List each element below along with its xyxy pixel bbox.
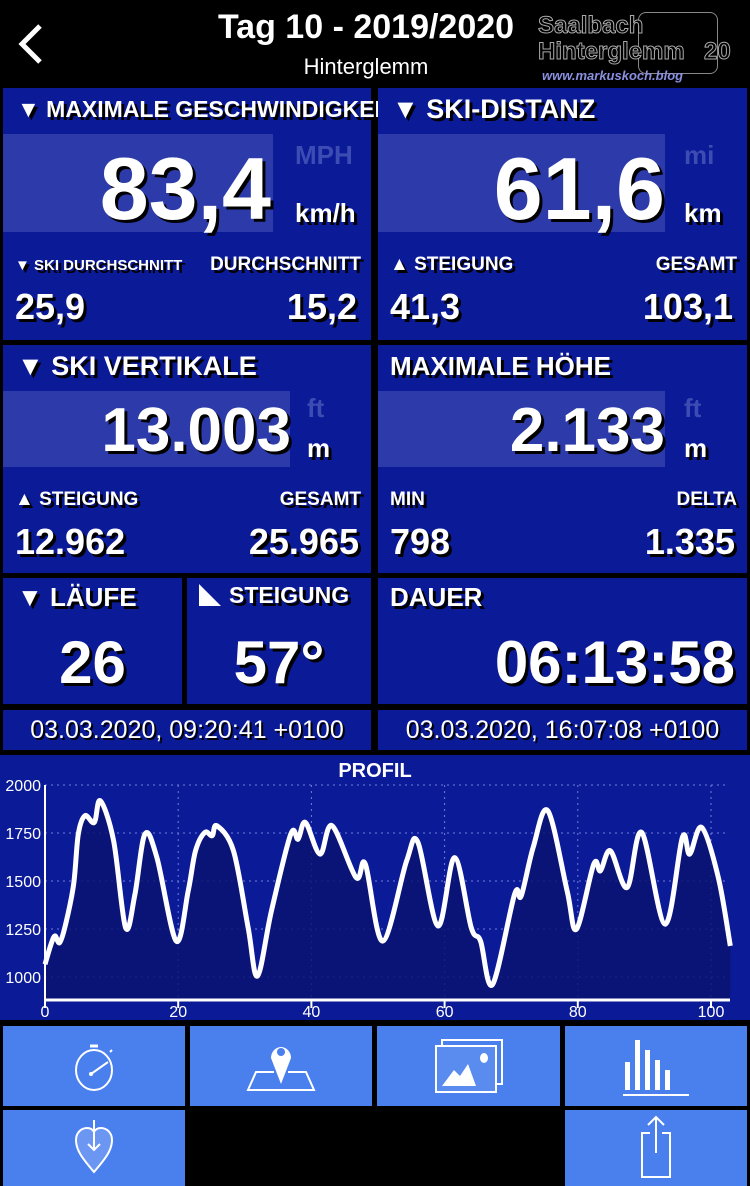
x-tick-label: 40: [303, 1004, 321, 1020]
favorite-button[interactable]: [3, 1110, 185, 1186]
x-tick-label: 20: [169, 1004, 187, 1020]
ski-vertical-label: ▼ SKI VERTIKALE: [17, 351, 257, 381]
stopwatch-icon: [75, 1044, 113, 1091]
max-speed-label: ▼ MAXIMALE GESCHWINDIGKEIT: [17, 96, 395, 122]
profile-chart-svg: PROFIL 1000 1250 1500 1750 2000 0 20 40 60 80 100: [5, 760, 733, 1021]
logo-url: www.markuskoch.blog: [542, 68, 684, 83]
x-tick-label: 0: [41, 1004, 50, 1020]
vertical-unit: m: [307, 433, 331, 463]
duration-label: DAUER: [390, 582, 483, 612]
y-tick-label: 1000: [5, 970, 41, 987]
ski-avg-value: 25,9: [15, 286, 86, 327]
map-pin-icon: [246, 1047, 316, 1091]
distance-unit: km: [684, 198, 722, 228]
ascent-vertical-label: ▲ STEIGUNG: [15, 489, 139, 510]
slope-label: STEIGUNG: [229, 582, 350, 608]
bar-chart-icon: [623, 1040, 689, 1096]
stopwatch-button[interactable]: [3, 1026, 185, 1106]
max-speed-value: 83,4: [99, 139, 271, 238]
share-icon: [641, 1115, 671, 1178]
start-time: 03.03.2020, 09:20:41 +0100: [3, 710, 371, 750]
x-tick-label: 60: [436, 1004, 454, 1020]
total-vertical-value: 25.965: [248, 521, 359, 562]
ascent-distance-value: 41,3: [390, 286, 461, 327]
min-altitude-label: MIN: [390, 489, 425, 510]
page-title: Tag 10 - 2019/2020: [217, 8, 515, 46]
y-tick-label: 1750: [5, 826, 41, 843]
heart-download-icon: [74, 1120, 114, 1174]
profile-line: [42, 798, 733, 988]
ski-vertical-panel[interactable]: ▼ SKI VERTIKALE 13.003 ft m ▲ STEIGUNG G…: [3, 345, 371, 573]
total-distance-label: GESAMT: [655, 254, 737, 275]
duration-value: 06:13:58: [494, 629, 735, 696]
ski-avg-label: ▼ SKI DURCHSCHNITT: [15, 257, 183, 274]
slope-value: 57°: [233, 629, 325, 696]
end-time: 03.03.2020, 16:07:08 +0100: [378, 710, 747, 750]
max-altitude-label: MAXIMALE HÖHE: [390, 351, 611, 381]
end-time-text: 03.03.2020, 16:07:08 +0100: [405, 715, 720, 744]
avg-value: 15,2: [286, 286, 357, 327]
delta-altitude-label: DELTA: [676, 489, 737, 510]
share-button[interactable]: [565, 1110, 747, 1186]
map-button[interactable]: [190, 1026, 372, 1106]
ski-distance-value: 61,6: [493, 139, 665, 238]
start-time-text: 03.03.2020, 09:20:41 +0100: [30, 715, 344, 744]
back-button[interactable]: [14, 22, 48, 66]
ski-distance-label: ▼ SKI-DISTANZ: [392, 94, 596, 124]
runs-label: ▼ LÄUFE: [17, 582, 137, 612]
ascent-vertical-value: 12.962: [15, 521, 126, 562]
max-speed-panel[interactable]: ▼ MAXIMALE GESCHWINDIGKEIT 83,4 MPH km/h…: [3, 88, 395, 340]
statistics-button[interactable]: [565, 1026, 747, 1106]
chevron-left-icon: [18, 24, 42, 64]
logo: Saalbach Hinterglemm 20 www.markuskoch.b…: [537, 10, 746, 86]
slope-panel[interactable]: STEIGUNG 57°: [187, 578, 371, 704]
ski-vertical-value: 13.003: [101, 396, 291, 465]
y-tick-label: 2000: [5, 778, 41, 795]
photos-button[interactable]: [377, 1026, 560, 1106]
logo-line1: Saalbach: [537, 12, 644, 39]
unit-ft-toggle-altitude[interactable]: ft: [684, 393, 702, 423]
speed-unit: km/h: [295, 198, 356, 228]
runs-panel[interactable]: ▼ LÄUFE 26: [3, 578, 182, 704]
total-vertical-label: GESAMT: [279, 489, 361, 510]
min-altitude-value: 798: [390, 521, 451, 562]
y-tick-label: 1500: [5, 874, 41, 891]
max-altitude-value: 2.133: [509, 396, 665, 465]
chart-title: PROFIL: [338, 760, 411, 782]
profile-area: [45, 800, 731, 1000]
altitude-unit: m: [684, 433, 708, 463]
ski-distance-panel[interactable]: ▼ SKI-DISTANZ 61,6 mi km ▲ STEIGUNG GESA…: [378, 88, 747, 340]
ascent-distance-label: ▲ STEIGUNG: [390, 254, 514, 275]
max-altitude-panel[interactable]: MAXIMALE HÖHE 2.133 ft m MIN DELTA 798 1…: [378, 345, 747, 573]
x-tick-label: 80: [569, 1004, 587, 1020]
slope-icon: [199, 584, 221, 606]
runs-value: 26: [59, 629, 126, 696]
unit-mi-toggle[interactable]: mi: [684, 140, 715, 170]
logo-line2: Hinterglemm: [538, 38, 686, 65]
duration-panel[interactable]: DAUER 06:13:58: [378, 578, 747, 704]
unit-ft-toggle[interactable]: ft: [307, 393, 325, 423]
profile-chart: PROFIL 1000 1250 1500 1750 2000 0 20 40 60 80 100: [0, 755, 750, 1021]
unit-mph-toggle[interactable]: MPH: [295, 140, 353, 170]
delta-altitude-value: 1.335: [644, 521, 735, 562]
photos-icon: [434, 1039, 503, 1093]
avg-label: DURCHSCHNITT: [210, 254, 361, 275]
page-subtitle: Hinterglemm: [303, 54, 429, 79]
y-tick-label: 1250: [5, 922, 41, 939]
total-distance-value: 103,1: [642, 286, 733, 327]
logo-year: 20: [704, 38, 732, 65]
x-tick-label: 100: [698, 1004, 725, 1020]
